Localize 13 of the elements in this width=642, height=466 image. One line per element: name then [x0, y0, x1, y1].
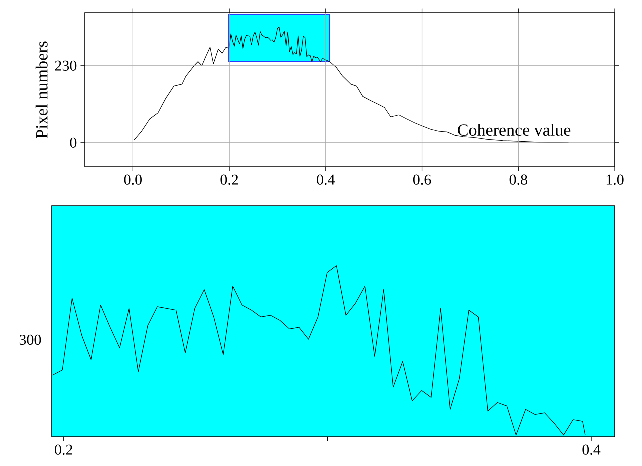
x-tick-label: 0.8: [510, 174, 528, 185]
y-tick-label: 230: [55, 60, 77, 71]
x-tick-label: 0.6: [413, 174, 432, 185]
x-tick-label: 0.4: [317, 174, 336, 185]
y-tick-label: 0: [70, 138, 77, 148]
x-tick-label: 0.2: [220, 174, 238, 185]
x-tick-label: 0.0: [124, 174, 142, 185]
x-tick-label: 1.0: [606, 174, 624, 185]
y-axis-title: Pixel numbers: [36, 42, 48, 138]
text: 300: [20, 334, 42, 346]
x-axis-title: Coherence value: [458, 124, 571, 136]
x-tick-label: 0.2: [55, 444, 72, 455]
x-tick-label: 0.4: [582, 444, 601, 455]
